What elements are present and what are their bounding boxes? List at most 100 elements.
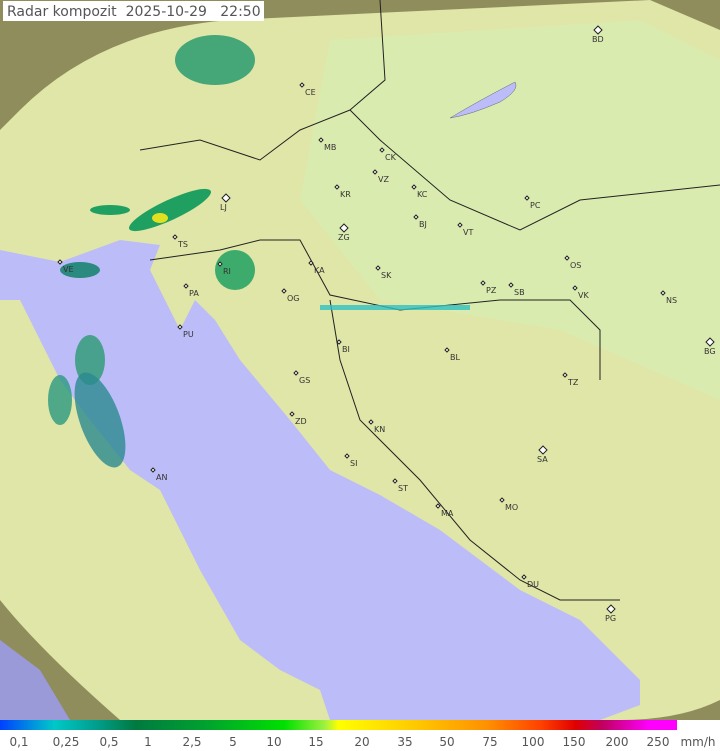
city-label: ST [398,484,408,493]
city-label: BD [592,35,604,44]
city-label: SI [350,459,357,468]
city-diamond-icon [293,370,299,376]
legend-label: 0,25 [52,735,80,749]
city-label: SA [537,455,548,464]
city-label: KN [374,425,385,434]
city-label: MB [324,143,336,152]
city-diamond-icon [411,184,417,190]
city-marker-kr: KR [334,184,351,199]
ionian-sea [0,640,70,720]
city-diamond-icon [508,282,514,288]
city-diamond-icon [281,288,287,294]
lake-balaton [449,81,517,119]
city-diamond-icon [457,222,463,228]
city-diamond-icon [172,234,178,240]
city-marker-sa: SA [537,445,548,464]
city-diamond-icon [593,25,603,35]
legend-label: 1 [144,735,152,749]
city-label: MA [441,509,454,518]
legend-label: 0,1 [9,735,29,749]
city-marker-pz: PZ [480,280,497,295]
city-marker-vt: VT [457,222,473,237]
city-marker-sk: SK [375,265,392,280]
city-marker-vk: VK [572,285,589,300]
city-diamond-icon [572,285,578,291]
city-diamond-icon [57,259,63,265]
city-label: PC [530,201,541,210]
legend-label: 35 [397,735,413,749]
legend-unit: mm/h [680,735,716,749]
city-label: BL [450,353,460,362]
city-diamond-icon [375,265,381,271]
city-label: VZ [378,175,389,184]
precipitation [48,35,470,468]
city-marker-du: DU [521,574,539,589]
city-marker-tz: TZ [562,372,579,387]
city-marker-zd: ZD [289,411,307,426]
city-diamond-icon [392,478,398,484]
legend-label: 20 [354,735,370,749]
city-label: MO [505,503,518,512]
legend-color-scale [0,720,677,730]
city-diamond-icon [336,339,342,345]
city-label: PA [189,289,199,298]
city-label: OG [287,294,300,303]
city-marker-ce: CE [299,82,316,97]
city-diamond-icon [538,445,548,455]
city-marker-ka: KA [308,260,325,275]
city-label: KC [417,190,428,199]
city-marker-lj: LJ [220,193,231,212]
city-marker-pu: PU [177,324,194,339]
city-label: VK [578,291,589,300]
city-marker-bl: BL [444,347,460,362]
city-marker-mb: MB [318,137,336,152]
legend-label: 10 [266,735,282,749]
legend-label: 150 [562,735,586,749]
city-marker-bi: BI [336,339,350,354]
city-label: DU [527,580,539,589]
city-diamond-icon [217,261,223,267]
city-marker-pg: PG [605,604,616,623]
adriatic-sea [0,240,640,720]
city-marker-ck: CK [379,147,397,162]
city-diamond-icon [368,419,374,425]
map-title: Radar kompozit 2025-10-29 22:50 [3,1,264,21]
city-marker-pc: PC [524,195,541,210]
city-marker-si: SI [344,453,357,468]
city-label: PZ [486,286,497,295]
city-diamond-icon [150,467,156,473]
city-label: VE [63,265,74,274]
city-diamond-icon [221,193,231,203]
city-marker-sb: SB [508,282,525,297]
city-marker-ve: VE [57,259,74,274]
city-diamond-icon [521,574,527,580]
city-marker-bg: BG [704,337,716,356]
city-label: PG [605,614,616,623]
city-label: TS [177,240,188,249]
city-label: SK [381,271,392,280]
legend-label: 100 [521,735,545,749]
city-label: ZG [338,233,350,242]
city-label: RI [223,267,231,276]
city-label: LJ [220,203,227,212]
city-diamond-icon [524,195,530,201]
city-label: VT [463,228,473,237]
city-diamond-icon [499,497,505,503]
city-marker-kn: KN [368,419,385,434]
city-diamond-icon [289,411,295,417]
legend-label: 75 [482,735,498,749]
city-label: CE [305,88,316,97]
city-marker-vz: VZ [372,169,389,184]
city-diamond-icon [339,223,349,233]
radar-map: BD CE MB CK VZ KR KC LJ PC BJ ZG VT TS OS VE SK RI KA PZ SB… [0,0,720,720]
legend-label: 250 [646,735,670,749]
city-label: CK [385,153,397,162]
city-label: SB [514,288,525,297]
city-marker-ts: TS [172,234,188,249]
city-marker-bj: BJ [413,214,427,229]
legend-label: 200 [605,735,629,749]
city-diamond-icon [379,147,385,153]
city-label: BI [342,345,350,354]
city-diamond-icon [183,283,189,289]
city-diamond-icon [705,337,715,347]
